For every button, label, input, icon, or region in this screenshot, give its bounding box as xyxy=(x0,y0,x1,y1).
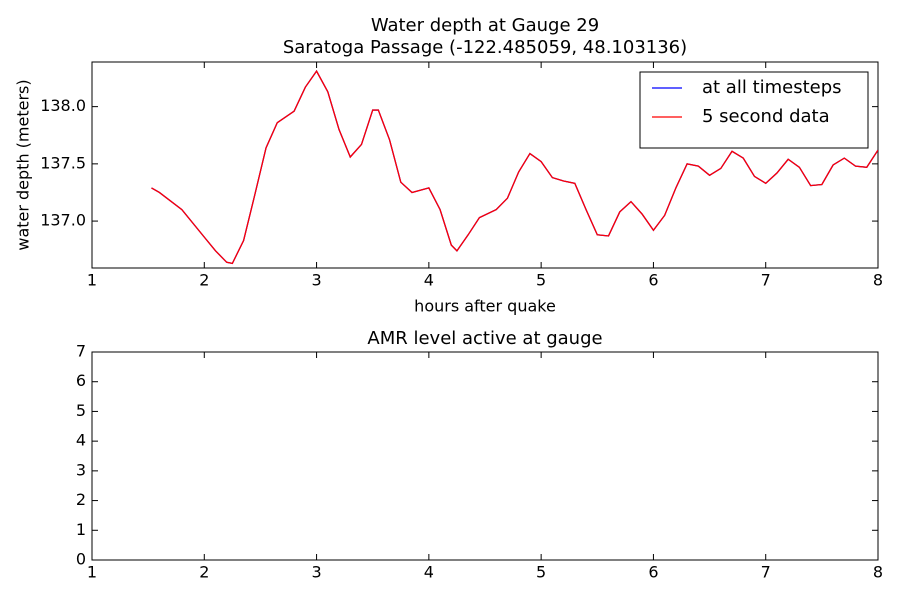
legend-label: at all timesteps xyxy=(702,77,842,98)
y-tick-label: 0 xyxy=(76,550,86,569)
y-tick-label: 3 xyxy=(76,460,86,479)
y-tick-label: 137.0 xyxy=(40,211,86,230)
chart-title: AMR level active at gauge xyxy=(367,328,602,349)
x-tick-label: 6 xyxy=(648,563,658,582)
line-series xyxy=(151,69,878,265)
x-tick-label: 2 xyxy=(199,271,209,290)
y-tick-label: 138.0 xyxy=(40,96,86,115)
y-tick-label: 7 xyxy=(76,342,86,361)
x-tick-label: 7 xyxy=(761,563,771,582)
y-tick-label: 137.5 xyxy=(40,153,86,172)
legend-label: 5 second data xyxy=(702,106,830,127)
x-tick-label: 4 xyxy=(424,271,434,290)
y-tick-label: 5 xyxy=(76,401,86,420)
legend-box xyxy=(639,71,869,149)
x-tick-label: 5 xyxy=(536,271,546,290)
y-tick-label: 1 xyxy=(76,520,86,539)
x-tick-label: 4 xyxy=(424,563,434,582)
x-tick-label: 8 xyxy=(873,563,883,582)
y-axis-label: water depth (meters) xyxy=(14,79,33,250)
x-tick-label: 6 xyxy=(648,271,658,290)
chart-subtitle: Saratoga Passage (-122.485059, 48.103136… xyxy=(283,37,687,58)
y-tick-label: 6 xyxy=(76,371,86,390)
x-tick-label: 1 xyxy=(87,563,97,582)
y-tick-label: 4 xyxy=(76,431,86,450)
plot-area xyxy=(91,351,879,561)
x-tick-label: 1 xyxy=(87,271,97,290)
x-axis-label: hours after quake xyxy=(414,297,556,316)
x-tick-label: 8 xyxy=(873,271,883,290)
y-tick-label: 2 xyxy=(76,490,86,509)
x-tick-label: 3 xyxy=(311,563,321,582)
chart-title: Water depth at Gauge 29 xyxy=(371,15,599,36)
x-tick-label: 3 xyxy=(311,271,321,290)
x-tick-label: 7 xyxy=(761,271,771,290)
x-tick-label: 2 xyxy=(199,563,209,582)
x-tick-label: 5 xyxy=(536,563,546,582)
